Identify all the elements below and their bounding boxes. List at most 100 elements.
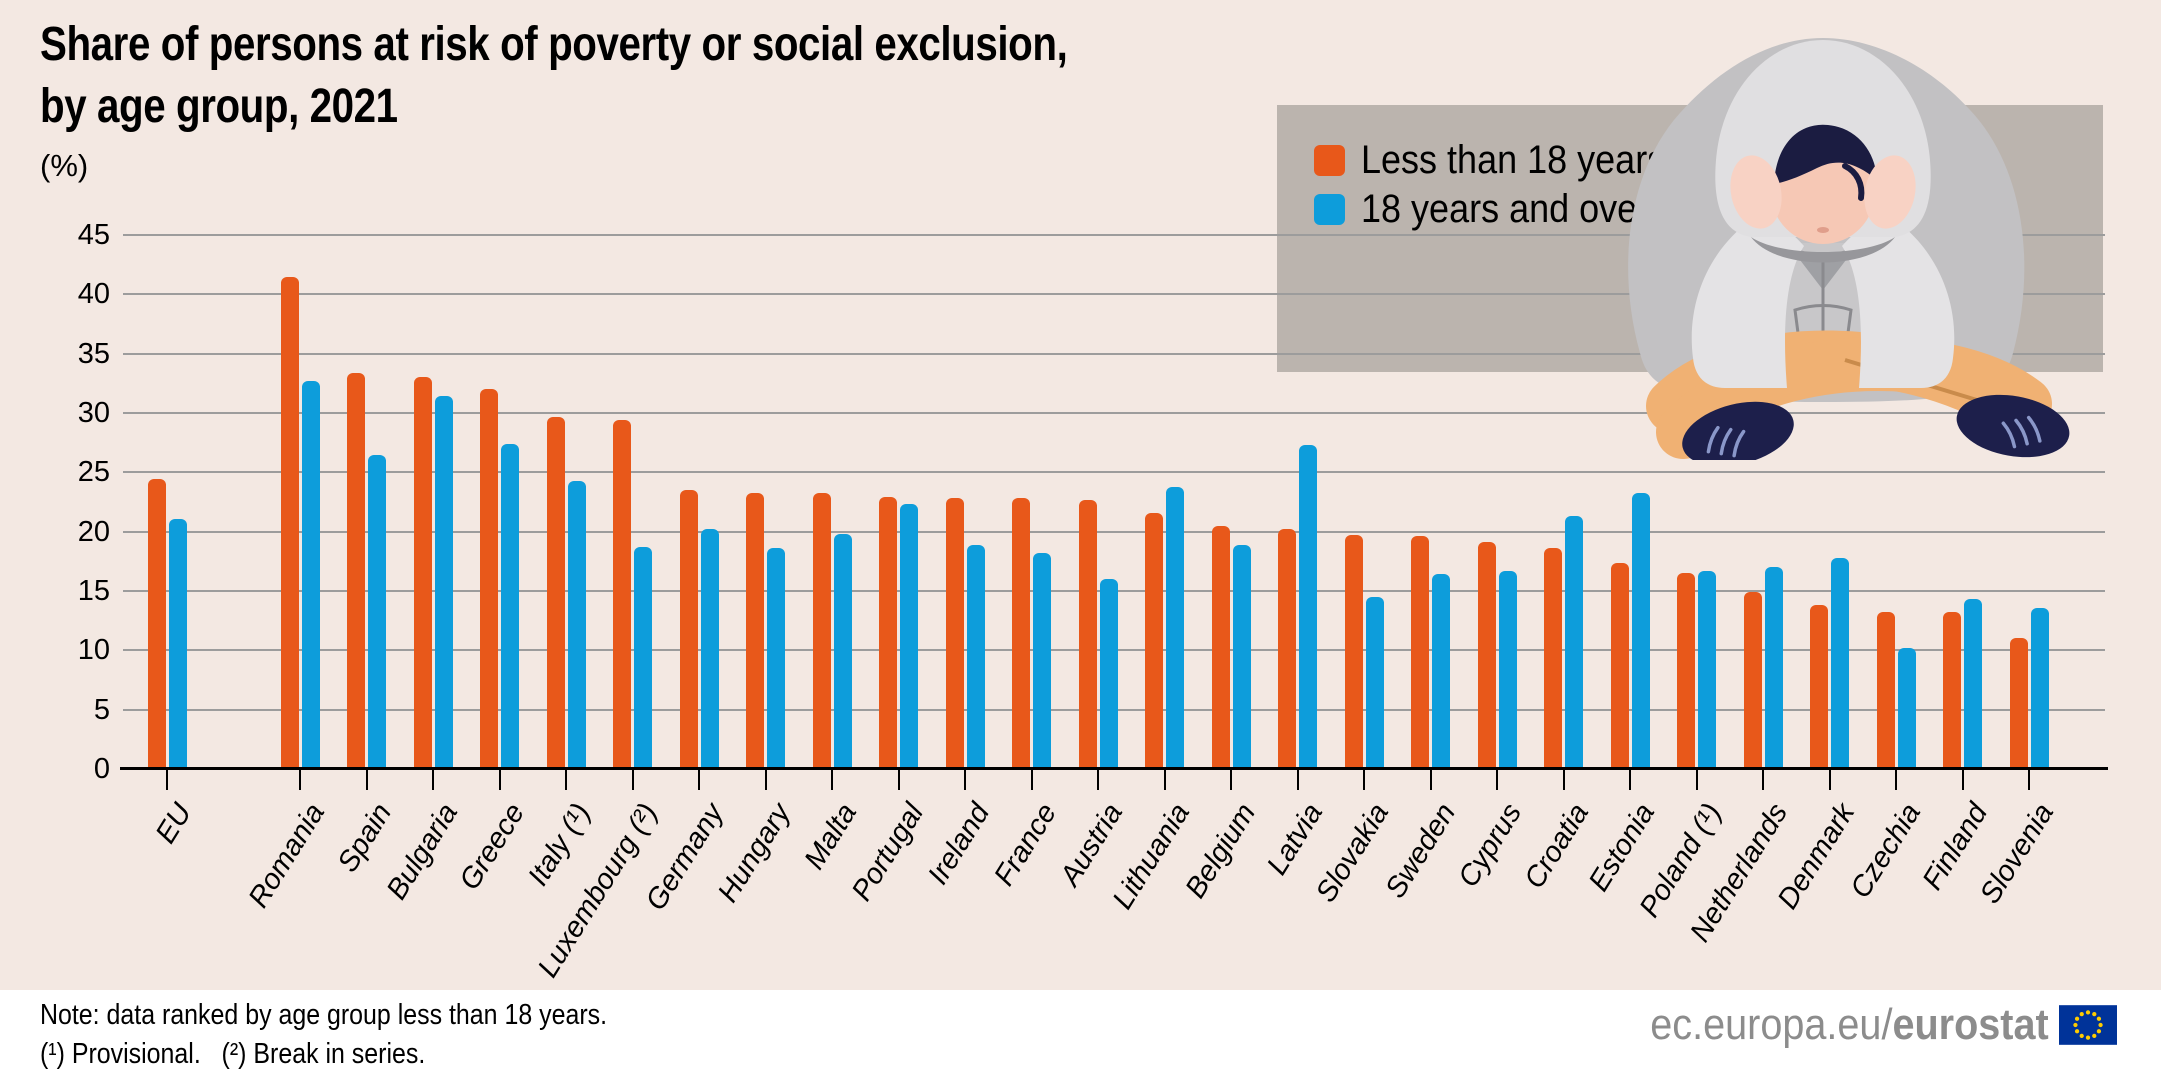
bar-less-than-18 — [480, 389, 498, 769]
x-axis-tick — [432, 770, 434, 790]
bar-less-than-18 — [812, 492, 831, 769]
bar-less-than-18 — [1876, 612, 1895, 769]
x-axis-tick — [1629, 770, 1631, 790]
bar-less-than-18 — [546, 416, 565, 769]
bar-18-and-over — [1033, 553, 1051, 769]
x-axis-tick — [565, 770, 567, 790]
x-axis-line — [120, 767, 2108, 770]
bar-less-than-18 — [147, 479, 166, 769]
x-axis-tick — [1030, 770, 1033, 790]
bar-18-and-over — [1232, 544, 1251, 769]
bar-18-and-over — [1166, 486, 1184, 769]
x-axis-tick — [365, 770, 368, 790]
legend-label: Less than 18 years — [1361, 137, 1666, 182]
x-axis-tick — [1695, 770, 1698, 790]
eurostat-branding: ec.europa.eu/eurostat — [1606, 1000, 2117, 1050]
right-shoe — [1956, 394, 2070, 458]
bar-less-than-18 — [1278, 529, 1296, 769]
bar-less-than-18 — [879, 497, 897, 769]
x-axis-tick — [1097, 770, 1099, 790]
y-axis-tick-label: 40 — [77, 278, 110, 311]
left-shoe — [1682, 401, 1794, 460]
eu-flag-icon — [2059, 1005, 2117, 1045]
footnotes: (¹) Provisional. (²) Break in series. — [40, 1038, 426, 1070]
legend-item-less-than-18: Less than 18 years — [1314, 138, 1699, 182]
x-axis-tick — [698, 770, 700, 790]
bar-18-and-over — [1565, 516, 1583, 769]
y-axis-tick-label: 35 — [77, 337, 110, 370]
bar-less-than-18 — [1078, 499, 1097, 769]
bar-18-and-over — [767, 548, 785, 769]
bar-18-and-over — [168, 518, 187, 769]
bar-less-than-18 — [746, 492, 764, 769]
bar-less-than-18 — [679, 490, 698, 769]
unit-label: (%) — [40, 148, 89, 183]
bar-18-and-over — [1764, 567, 1783, 769]
bar-18-and-over — [1897, 647, 1916, 769]
gridline — [123, 293, 2105, 296]
bar-less-than-18 — [280, 276, 299, 769]
legend-label: 18 years and over — [1361, 186, 1650, 231]
y-axis-tick-label: 25 — [77, 456, 110, 489]
bar-18-and-over — [1831, 557, 1849, 769]
x-axis-tick — [299, 770, 301, 790]
bar-less-than-18 — [1477, 542, 1496, 769]
eurostat-url: ec.europa.eu/eurostat — [1650, 1000, 2049, 1049]
bar-18-and-over — [833, 534, 852, 769]
bar-less-than-18 — [413, 377, 432, 769]
bar-18-and-over — [1432, 574, 1450, 769]
x-axis-tick — [1363, 770, 1365, 790]
gridline — [123, 412, 2105, 414]
gridline — [123, 530, 2105, 533]
y-axis-tick-label: 0 — [93, 753, 110, 785]
person-illustration — [1628, 38, 2070, 460]
bar-18-and-over — [567, 480, 586, 769]
bar-less-than-18 — [1810, 605, 1828, 769]
bar-18-and-over — [1964, 599, 1982, 769]
y-axis-tick-label: 30 — [77, 397, 110, 429]
x-axis-tick — [1496, 770, 1498, 790]
bar-18-and-over — [634, 547, 652, 769]
x-axis-tick — [2028, 770, 2030, 790]
bar-18-and-over — [700, 529, 719, 769]
bar-18-and-over — [1365, 596, 1384, 769]
bar-less-than-18 — [1743, 592, 1762, 769]
gridline — [123, 234, 2105, 236]
y-axis-tick-label: 10 — [77, 634, 110, 667]
bar-less-than-18 — [1344, 535, 1363, 769]
note-block: Note: data ranked by age group less than… — [40, 996, 607, 1074]
x-axis-tick — [831, 770, 833, 790]
x-axis-tick — [498, 770, 501, 790]
bar-18-and-over — [1698, 570, 1716, 769]
x-axis-tick — [1762, 770, 1764, 790]
y-axis-tick-label: 45 — [77, 219, 110, 251]
y-axis-tick-label: 5 — [93, 693, 110, 726]
x-axis-tick — [1562, 770, 1565, 790]
hair-strand — [1842, 163, 1865, 201]
bar-less-than-18 — [1012, 498, 1030, 769]
left-sleeve — [1691, 218, 1804, 388]
legend-item-18-and-over: 18 years and over — [1314, 187, 1681, 231]
right-hand — [1864, 155, 1916, 229]
x-axis-tick — [166, 770, 168, 790]
legend-swatch-orange-icon — [1314, 144, 1345, 176]
hood-rim-shadow — [1751, 237, 1895, 263]
gridline — [123, 471, 2105, 474]
ranking-note: Note: data ranked by age group less than… — [40, 999, 608, 1031]
x-axis-tick — [1230, 770, 1232, 790]
left-hand — [1730, 155, 1782, 229]
bar-18-and-over — [1299, 445, 1317, 769]
bar-less-than-18 — [945, 498, 964, 769]
bar-less-than-18 — [1411, 536, 1429, 769]
x-axis-tick — [1895, 770, 1897, 790]
bar-18-and-over — [434, 396, 453, 769]
x-axis-tick — [764, 770, 767, 790]
legend-swatch-blue-icon — [1314, 193, 1345, 225]
x-axis-tick — [897, 770, 900, 790]
x-axis-tick — [631, 770, 634, 790]
bar-less-than-18 — [1610, 562, 1629, 769]
x-axis-tick — [1296, 770, 1299, 790]
bar-less-than-18 — [1677, 573, 1695, 769]
hair — [1774, 124, 1877, 184]
bar-18-and-over — [2030, 607, 2049, 769]
